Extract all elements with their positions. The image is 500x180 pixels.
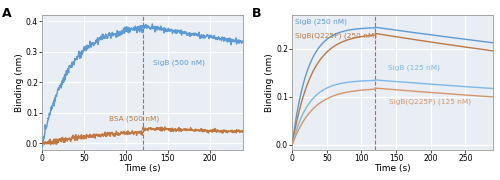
- Y-axis label: Binding (nm): Binding (nm): [16, 53, 24, 112]
- Text: B: B: [252, 7, 262, 20]
- Text: SigB(Q225P) (125 nM): SigB(Q225P) (125 nM): [389, 98, 471, 105]
- X-axis label: Time (s): Time (s): [374, 164, 411, 173]
- Text: SigB (125 nM): SigB (125 nM): [388, 65, 440, 71]
- Text: SigB (250 nM): SigB (250 nM): [295, 19, 347, 25]
- X-axis label: Time (s): Time (s): [124, 164, 161, 173]
- Text: BSA (500 nM): BSA (500 nM): [109, 115, 160, 122]
- Y-axis label: Binding (nm): Binding (nm): [266, 53, 274, 112]
- Text: SigB(Q225P) (250 nM): SigB(Q225P) (250 nM): [295, 32, 377, 39]
- Text: SigB (500 nM): SigB (500 nM): [154, 59, 206, 66]
- Text: A: A: [2, 7, 12, 20]
